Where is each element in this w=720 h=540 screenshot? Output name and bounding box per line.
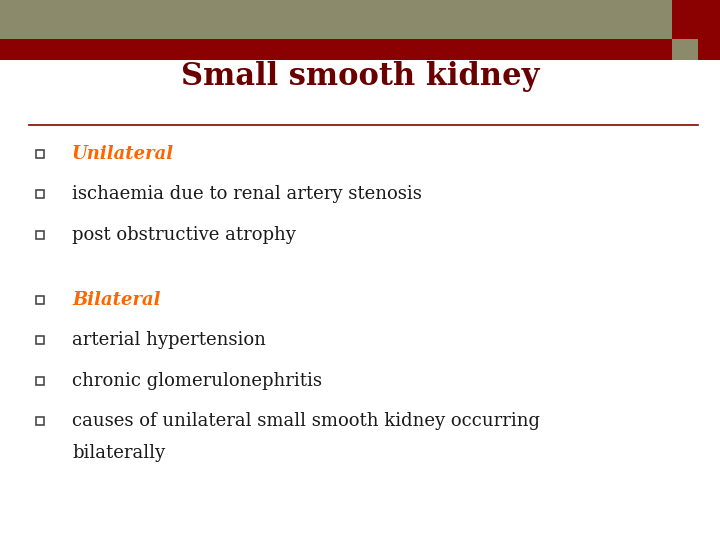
Text: causes of unilateral small smooth kidney occurring: causes of unilateral small smooth kidney… bbox=[72, 412, 540, 430]
Text: arterial hypertension: arterial hypertension bbox=[72, 331, 266, 349]
Text: Bilateral: Bilateral bbox=[72, 291, 161, 309]
Bar bbox=[0, 39, 720, 60]
Bar bbox=[672, 39, 698, 60]
Text: Small smooth kidney: Small smooth kidney bbox=[181, 61, 539, 92]
Bar bbox=[672, 0, 720, 60]
Text: post obstructive atrophy: post obstructive atrophy bbox=[72, 226, 296, 244]
Text: bilaterally: bilaterally bbox=[72, 443, 165, 462]
Text: Unilateral: Unilateral bbox=[72, 145, 174, 163]
Text: ischaemia due to renal artery stenosis: ischaemia due to renal artery stenosis bbox=[72, 185, 422, 204]
Text: chronic glomerulonephritis: chronic glomerulonephritis bbox=[72, 372, 322, 390]
Bar bbox=[0, 0, 720, 39]
